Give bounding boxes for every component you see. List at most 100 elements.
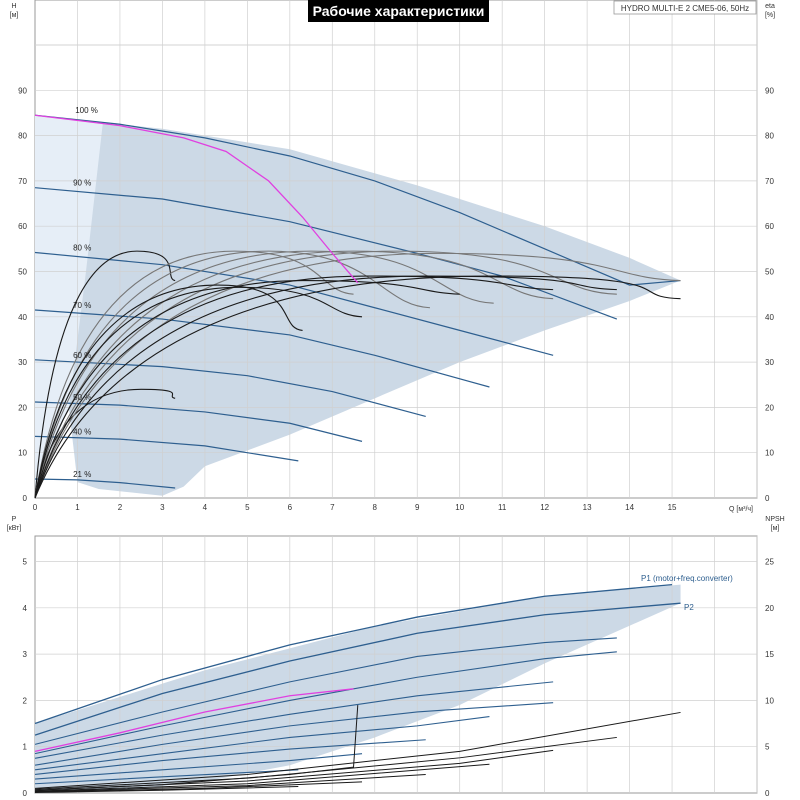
power-curve [34, 637, 617, 745]
eta-y-tick: 30 [765, 358, 774, 367]
head-y-tick: 30 [18, 358, 27, 367]
head-chart-panel: 100 %90 %80 %70 %60 %50 %40 %21 %0 1 2 3 4 5 6… [10, 0, 775, 513]
head-y-tick: 60 [18, 222, 27, 231]
power-curve [34, 681, 554, 759]
head-x-tick: 3 [160, 503, 165, 512]
eta-y-tick: 90 [765, 86, 774, 95]
head-x-tick: 12 [540, 503, 549, 512]
power-curve [34, 716, 490, 771]
power-y-tick: 0 [23, 789, 28, 798]
head-x-tick: 6 [288, 503, 293, 512]
pump-label: HYDRO MULTI-E 2 CME5-06, 50Hz [621, 4, 749, 13]
npsh-y-tick: 15 [765, 650, 774, 659]
head-y-tick: 90 [18, 86, 27, 95]
eta-y-tick: 0 [765, 494, 770, 503]
head-x-tick: 11 [498, 503, 507, 512]
head-x-tick: 4 [203, 503, 208, 512]
head-x-tick: 15 [668, 503, 677, 512]
head-x-tick: 9 [415, 503, 420, 512]
head-x-tick: 10 [455, 503, 464, 512]
power-y-unit: [кВт] [7, 525, 22, 532]
npsh-curve [34, 786, 299, 794]
power-envelope-area [35, 584, 681, 793]
pump-label-box [613, 0, 757, 15]
power-y-label: P [12, 516, 17, 523]
head-x-tick: 5 [245, 503, 250, 512]
qh-curve [34, 275, 681, 499]
speed-label: 80 % [73, 243, 91, 252]
speed-label: 60 % [73, 351, 91, 360]
head-x-tick: 13 [583, 503, 592, 512]
title-background [308, 0, 489, 22]
npsh-y-tick: 25 [765, 558, 774, 567]
speed-label: 40 % [73, 427, 91, 436]
speed-curve [34, 114, 681, 286]
head-y-tick: 70 [18, 177, 27, 186]
qh-curve [34, 250, 617, 499]
chart-overlay: Рабочие характеристики HYDRO MULTI-E 2 CM… [308, 0, 757, 22]
p1-series-label: P1 (motor+freq.converter) [641, 574, 733, 583]
qh-curve [34, 275, 554, 499]
power-curve [34, 702, 554, 766]
head-y-tick: 40 [18, 313, 27, 322]
power-y-tick: 2 [23, 696, 28, 705]
npsh-y-tick: 0 [765, 789, 770, 798]
qh-curve [34, 280, 460, 499]
speed-curve [34, 251, 554, 356]
qh-curve [34, 252, 681, 499]
power-y-tick: 3 [23, 650, 28, 659]
head-envelope-area [35, 115, 681, 496]
qh-curve [34, 286, 363, 499]
head-y-label: H [11, 3, 16, 10]
npsh-y-tick: 5 [765, 743, 770, 752]
npsh-curve [34, 711, 681, 789]
speed-curve [34, 478, 176, 489]
power-system-curve [34, 688, 354, 752]
power-y-tick: 5 [23, 558, 28, 567]
head-x-tick: 8 [373, 503, 378, 512]
head-y-unit: [м] [10, 12, 19, 19]
head-x-tick: 14 [625, 503, 634, 512]
speed-curve [34, 309, 490, 388]
head-y-tick: 10 [18, 449, 27, 458]
head-x-label: Q [м³/ч] [729, 506, 753, 513]
power-chart-panel: P1 (motor+freq.converter)P20123450510152… [7, 516, 785, 798]
npsh-curve [34, 763, 490, 792]
qh-curve [34, 250, 494, 499]
eta-y-tick: 50 [765, 268, 774, 277]
head-envelope-light-area [35, 115, 103, 489]
speed-label: 50 % [73, 393, 91, 402]
power-curve [34, 753, 363, 780]
eta-y-tick: 80 [765, 132, 774, 141]
speed-label: 90 % [73, 179, 91, 188]
speed-curve [34, 187, 618, 320]
chart-title: Рабочие характеристики [313, 3, 485, 19]
head-y-tick: 0 [23, 494, 28, 503]
eta-y-tick: 40 [765, 313, 774, 322]
npsh-curve [34, 749, 554, 791]
speed-curve [34, 359, 426, 418]
qh-curve [34, 284, 303, 499]
head-x-tick: 1 [75, 503, 80, 512]
npsh-curve [34, 736, 617, 790]
power-curve [34, 739, 426, 776]
speed-label: 70 % [73, 301, 91, 310]
power-series-line [34, 602, 681, 736]
power-y-tick: 1 [23, 743, 28, 752]
head-y-tick: 20 [18, 403, 27, 412]
head-y-tick: 80 [18, 132, 27, 141]
eta-y-tick: 20 [765, 403, 774, 412]
eta-y-tick: 60 [765, 222, 774, 231]
eta-y-tick: 70 [765, 177, 774, 186]
npsh-curve [34, 781, 363, 793]
qh-curve [34, 275, 617, 499]
power-y-tick: 4 [23, 604, 28, 613]
eta-y-unit: [%] [765, 12, 775, 19]
npsh-y-tick: 20 [765, 604, 774, 613]
speed-curve [34, 401, 363, 442]
power-curve [34, 769, 299, 785]
npsh-y-unit: [м] [771, 525, 780, 532]
speed-curve [34, 435, 299, 462]
head-system-curve [34, 114, 359, 284]
